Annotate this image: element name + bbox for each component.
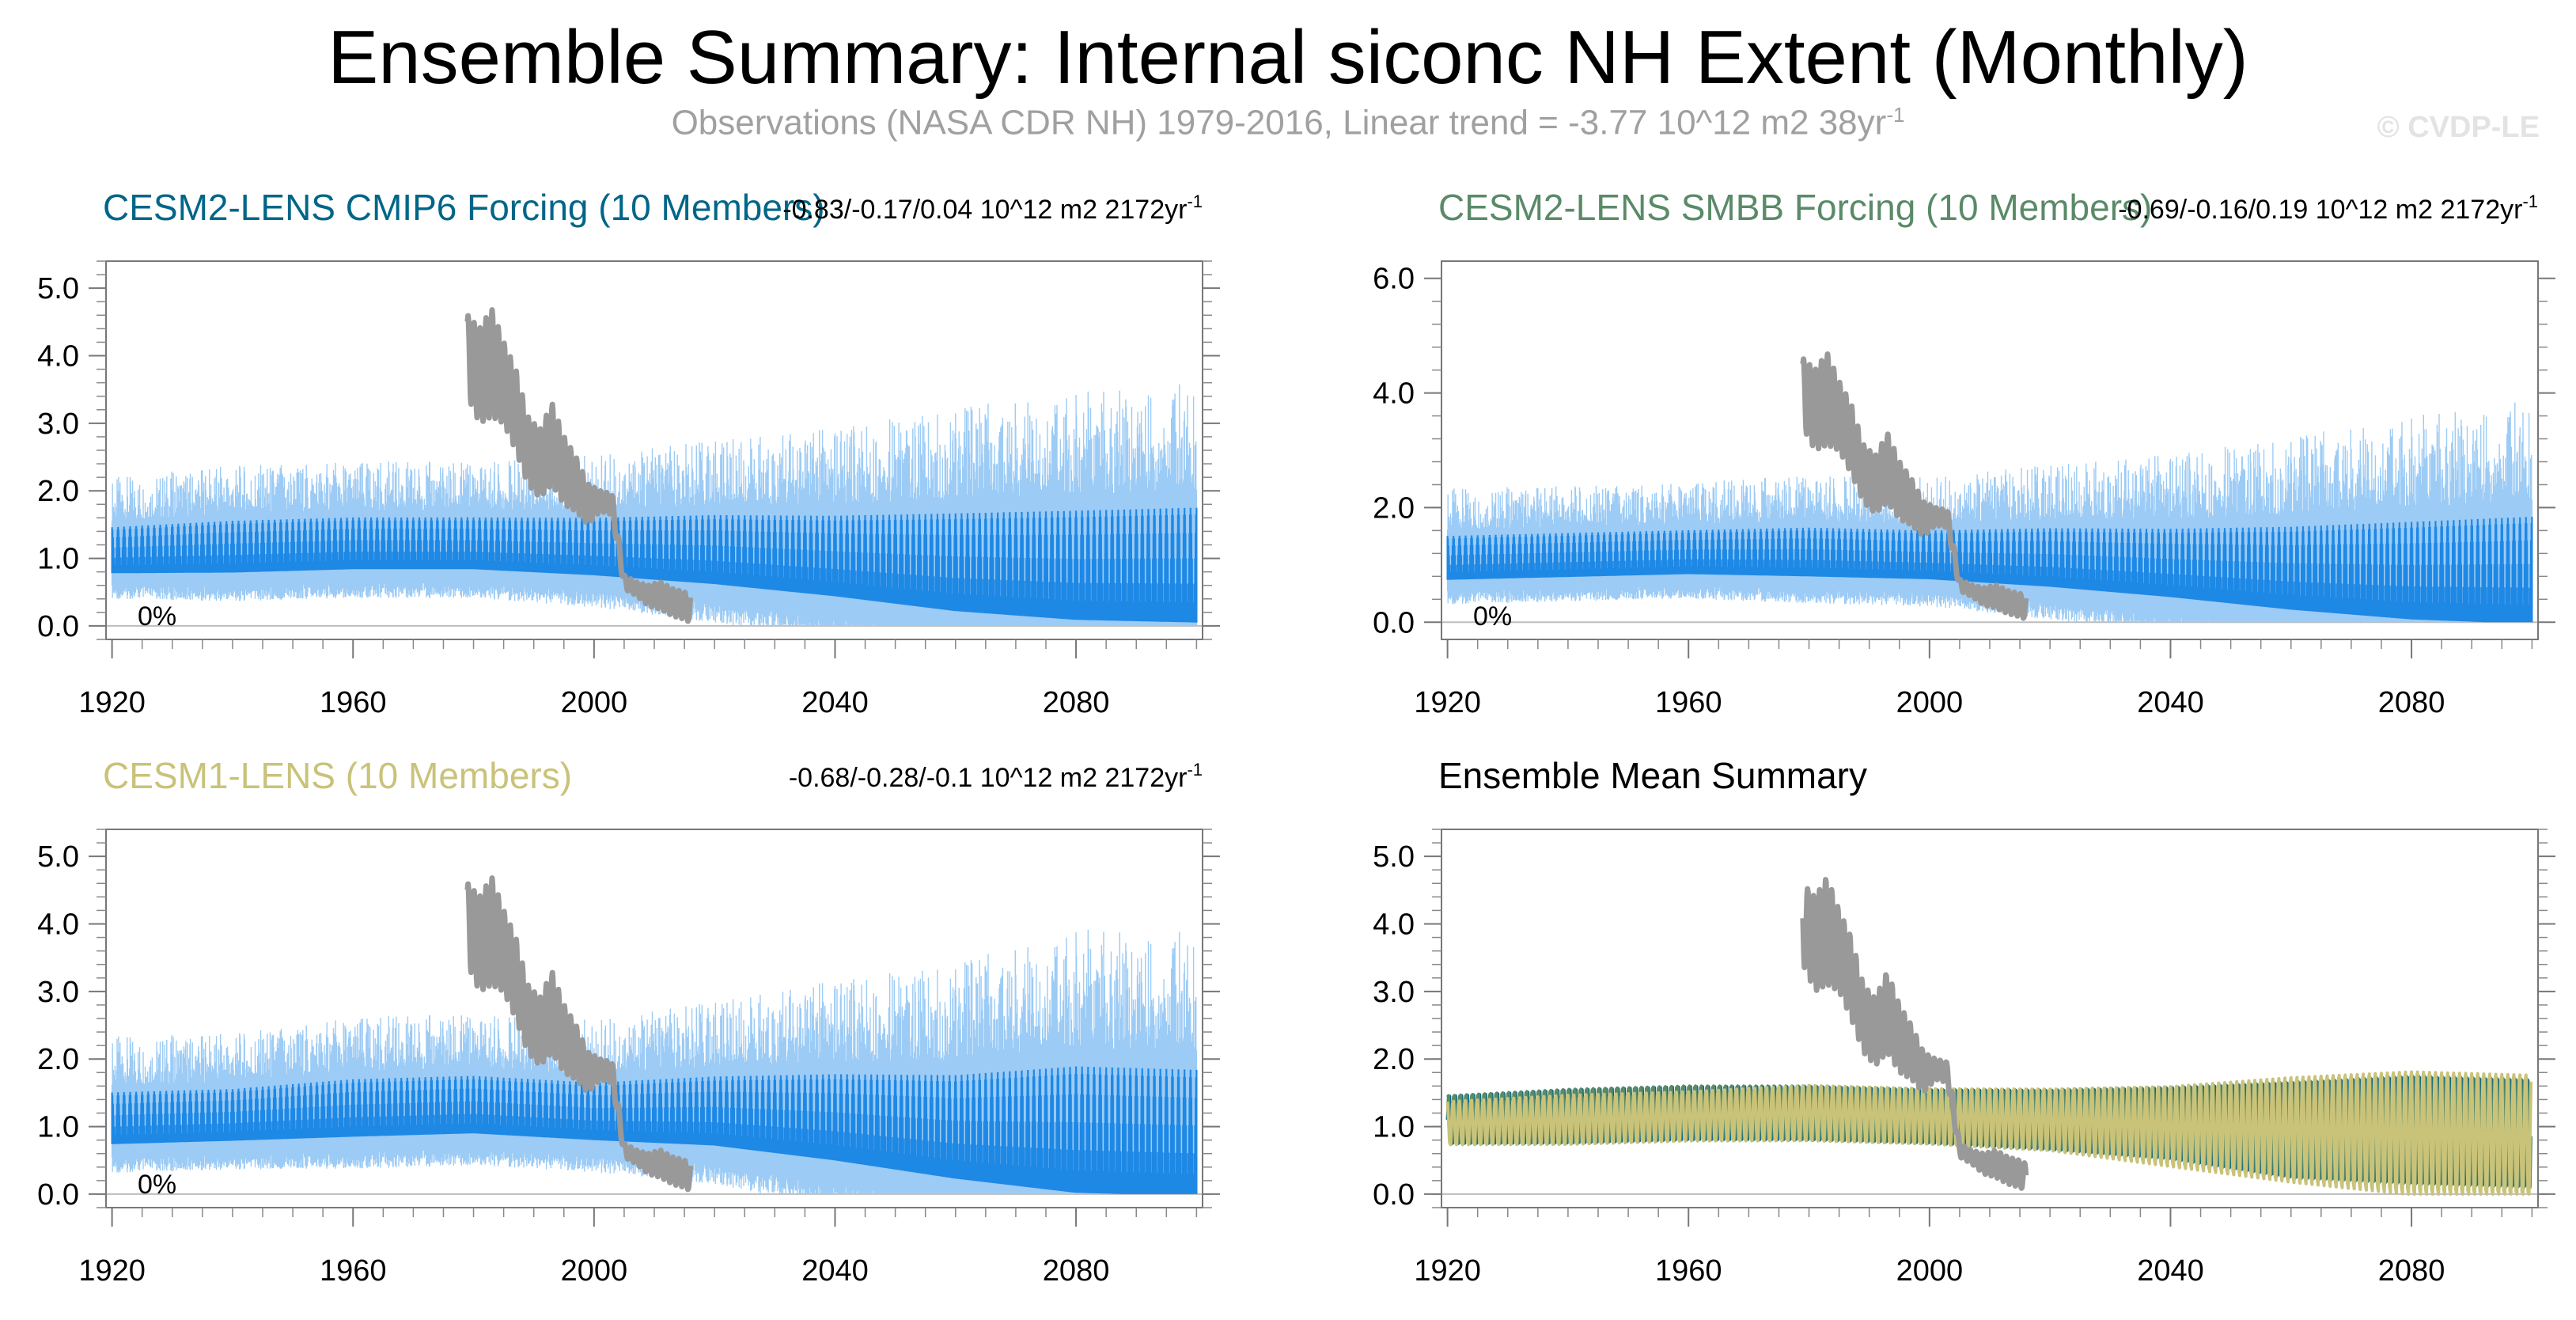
- series-mean: [1445, 1070, 2533, 1196]
- page-subtitle: Observations (NASA CDR NH) 1979-2016, Li…: [0, 103, 2576, 143]
- ensemble-member-core: [111, 507, 1198, 623]
- y-tick-label: 4.0: [1373, 908, 1415, 942]
- chart-cesm2-smbb: CESM2-LENS SMBB Forcing (10 Members)-0.6…: [1373, 187, 2555, 719]
- x-tick-label: 2040: [801, 1254, 869, 1288]
- x-tick-label: 2000: [1896, 1254, 1964, 1288]
- subtitle-text: Observations (NASA CDR NH) 1979-2016, Li…: [671, 103, 1887, 142]
- series-obs: [464, 875, 694, 1193]
- watermark: © CVDP-LE: [2377, 111, 2540, 144]
- observations-line: [464, 875, 694, 1193]
- chart-plot-area: [106, 307, 1203, 627]
- y-tick-label: 0.0: [1373, 1178, 1415, 1212]
- chart-cesm2-cmip6: CESM2-LENS CMIP6 Forcing (10 Members)-0.…: [37, 187, 1220, 719]
- x-tick-label: 2080: [2378, 1254, 2445, 1288]
- ensemble-member-core: [111, 1066, 1198, 1194]
- chart-stats: -0.83/-0.17/0.04 10^12 m2 2172yr-1: [782, 192, 1203, 225]
- y-tick-label: 3.0: [37, 976, 79, 1009]
- series-band: [111, 384, 1198, 626]
- y-tick-label: 5.0: [1373, 840, 1415, 874]
- y-tick-label: 1.0: [37, 1111, 79, 1144]
- series-band: [111, 930, 1198, 1194]
- x-tick-label: 1960: [1655, 686, 1722, 719]
- x-tick-label: 2080: [2378, 686, 2445, 719]
- x-tick-label: 1920: [78, 1254, 146, 1288]
- y-tick-label: 5.0: [37, 272, 79, 305]
- chart-title: Ensemble Mean Summary: [1438, 755, 1867, 796]
- series-band: [1446, 402, 2533, 623]
- observations-line: [464, 307, 694, 624]
- series-obs: [1800, 351, 2029, 621]
- y-tick-label: 2.0: [37, 475, 79, 508]
- x-tick-label: 2080: [1043, 686, 1110, 719]
- chart-plot-area: [106, 875, 1203, 1195]
- x-tick-label: 1920: [1414, 1254, 1481, 1288]
- percent-annotation: 0%: [138, 601, 176, 632]
- x-tick-label: 2000: [561, 686, 628, 719]
- chart-stats-superscript: -1: [1187, 192, 1203, 211]
- chart-title: CESM1-LENS (10 Members): [103, 755, 572, 796]
- chart-stats-value: -0.83/-0.17/0.04 10^12 m2 2172yr: [782, 195, 1187, 225]
- chart-ensemble-mean: Ensemble Mean Summary 0.0 1.0 2.0 3.0 4.0 5.0 1…: [1373, 755, 2555, 1288]
- y-tick-label: 4.0: [37, 908, 79, 942]
- ensemble-mean-line: [1445, 1070, 2533, 1196]
- x-tick-label: 1960: [1655, 1254, 1722, 1288]
- series-obs: [1800, 877, 2029, 1191]
- chart-stats-value: -0.69/-0.16/0.19 10^12 m2 2172yr: [2118, 195, 2522, 225]
- observations-line: [1800, 877, 2029, 1191]
- y-tick-label: 6.0: [1373, 263, 1415, 296]
- x-tick-label: 2040: [2137, 686, 2204, 719]
- y-tick-label: 4.0: [37, 340, 79, 374]
- chart-stats: -0.69/-0.16/0.19 10^12 m2 2172yr-1: [2118, 192, 2538, 225]
- chart-title: CESM2-LENS CMIP6 Forcing (10 Members): [103, 187, 825, 228]
- chart-plot-area: [1441, 877, 2538, 1196]
- y-tick-label: 3.0: [1373, 976, 1415, 1009]
- chart-stats-superscript: -1: [1187, 760, 1203, 779]
- y-tick-label: 1.0: [37, 543, 79, 576]
- chart-plot-area: [1441, 351, 2538, 624]
- chart-cesm1: CESM1-LENS (10 Members) -0.68/-0.28/-0.1 …: [37, 755, 1220, 1288]
- y-tick-label: 2.0: [1373, 1043, 1415, 1076]
- y-tick-label: 4.0: [1373, 377, 1415, 411]
- subtitle-superscript: -1: [1886, 103, 1905, 127]
- percent-annotation: 0%: [138, 1170, 176, 1200]
- y-tick-label: 5.0: [37, 840, 79, 874]
- y-tick-label: 0.0: [1373, 606, 1415, 639]
- page-title: Ensemble Summary: Internal siconc NH Ext…: [328, 15, 2248, 100]
- y-tick-label: 2.0: [1373, 491, 1415, 525]
- observations-line: [1800, 351, 2029, 621]
- ensemble-member-core: [1446, 517, 2533, 623]
- y-tick-label: 3.0: [37, 408, 79, 441]
- y-tick-label: 2.0: [37, 1043, 79, 1076]
- x-tick-label: 1920: [78, 686, 146, 719]
- chart-stats-superscript: -1: [2522, 192, 2538, 211]
- x-tick-label: 1960: [320, 686, 387, 719]
- x-tick-label: 2000: [1896, 686, 1964, 719]
- x-tick-label: 2040: [801, 686, 869, 719]
- y-tick-label: 0.0: [37, 1178, 79, 1212]
- chart-title: CESM2-LENS SMBB Forcing (10 Members): [1438, 187, 2152, 228]
- series-obs: [464, 307, 694, 624]
- chart-stats-value: -0.68/-0.28/-0.1 10^12 m2 2172yr: [789, 763, 1188, 793]
- x-tick-label: 2080: [1043, 1254, 1110, 1288]
- x-tick-label: 1920: [1414, 686, 1481, 719]
- x-tick-label: 1960: [320, 1254, 387, 1288]
- y-tick-label: 0.0: [37, 610, 79, 643]
- percent-annotation: 0%: [1473, 601, 1512, 632]
- y-tick-label: 1.0: [1373, 1111, 1415, 1144]
- chart-stats: -0.68/-0.28/-0.1 10^12 m2 2172yr-1: [789, 760, 1203, 793]
- x-tick-label: 2000: [561, 1254, 628, 1288]
- x-tick-label: 2040: [2137, 1254, 2204, 1288]
